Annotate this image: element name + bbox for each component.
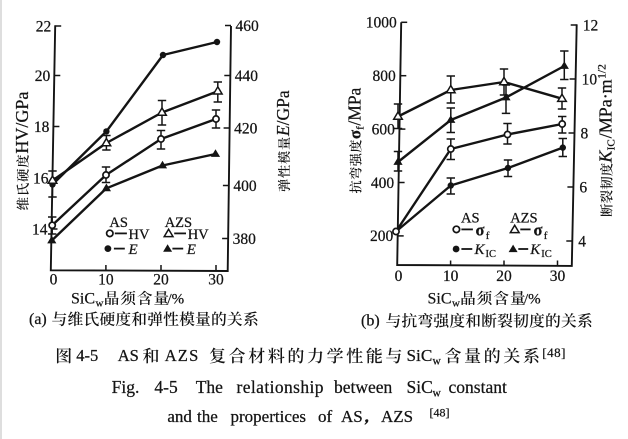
svg-text:IC: IC <box>486 249 497 260</box>
svg-text:w: w <box>96 298 104 310</box>
svg-text:0: 0 <box>395 268 403 285</box>
svg-text:f: f <box>486 230 490 242</box>
svg-text:AZS: AZS <box>165 346 200 365</box>
svg-text:constant: constant <box>449 377 507 397</box>
svg-text:16: 16 <box>33 170 49 187</box>
svg-text:18: 18 <box>34 119 50 136</box>
svg-text:E: E <box>128 242 138 258</box>
svg-text:K: K <box>474 242 486 258</box>
svg-text:σ: σ <box>476 221 485 240</box>
svg-text:4-5: 4-5 <box>154 377 178 397</box>
svg-text:10: 10 <box>582 71 598 88</box>
svg-text:460: 460 <box>236 18 260 35</box>
svg-text:6: 6 <box>579 179 587 196</box>
svg-text:AZS: AZS <box>165 215 192 231</box>
svg-text:HV: HV <box>188 227 209 243</box>
svg-text:/%: /% <box>168 292 185 308</box>
svg-text:(b): (b) <box>361 313 380 330</box>
svg-text:20: 20 <box>153 272 169 289</box>
svg-text:AZS: AZS <box>381 407 413 426</box>
svg-text:HV/GPa: HV/GPa <box>12 92 32 154</box>
svg-text:/GPa: /GPa <box>273 90 293 125</box>
svg-text:600: 600 <box>372 121 396 138</box>
svg-text:0: 0 <box>50 272 58 289</box>
svg-text:K: K <box>529 242 541 258</box>
svg-text:SiC: SiC <box>71 291 95 308</box>
svg-text:HV: HV <box>129 227 150 243</box>
svg-text:4: 4 <box>578 233 586 250</box>
svg-text:200: 200 <box>370 228 394 245</box>
svg-text:10: 10 <box>443 268 459 285</box>
svg-text:4-5: 4-5 <box>76 346 98 365</box>
svg-text:380: 380 <box>233 231 257 248</box>
svg-text:20: 20 <box>35 68 51 85</box>
svg-text:400: 400 <box>233 178 257 195</box>
svg-text:K: K <box>596 150 616 164</box>
svg-text:the: the <box>197 407 218 426</box>
svg-text:(a): (a) <box>29 311 47 328</box>
svg-text:20: 20 <box>496 268 512 285</box>
svg-text:σ: σ <box>346 129 365 139</box>
svg-text:22: 22 <box>36 18 52 35</box>
svg-text:/MPa·m: /MPa·m <box>596 79 616 138</box>
svg-text:AS: AS <box>118 346 139 365</box>
svg-text:AS: AS <box>109 215 128 231</box>
svg-text:30: 30 <box>550 268 566 285</box>
svg-text:E: E <box>273 125 293 137</box>
svg-text:12: 12 <box>583 17 599 34</box>
svg-text:1000: 1000 <box>366 15 397 32</box>
svg-text:σ: σ <box>534 221 543 240</box>
svg-text:10: 10 <box>98 272 114 289</box>
svg-text:AZS: AZS <box>510 211 537 227</box>
svg-text:w: w <box>433 356 442 368</box>
svg-text:Fig.: Fig. <box>112 377 140 397</box>
svg-text:between: between <box>334 377 393 397</box>
svg-text:/%: /% <box>524 292 541 308</box>
svg-text:[48]: [48] <box>542 345 566 360</box>
svg-text:propertices: propertices <box>231 407 307 426</box>
svg-text:relationship: relationship <box>237 377 324 397</box>
svg-text:800: 800 <box>373 68 397 85</box>
svg-text:14: 14 <box>32 221 48 238</box>
svg-text:440: 440 <box>235 68 258 85</box>
svg-text:E: E <box>186 242 196 258</box>
svg-text:SiC: SiC <box>407 377 433 397</box>
svg-text:and: and <box>167 407 192 426</box>
svg-text:SiC: SiC <box>428 291 452 308</box>
svg-text:IC: IC <box>541 249 552 260</box>
svg-text:f: f <box>355 126 367 130</box>
svg-text:1/2: 1/2 <box>597 64 609 79</box>
svg-text:AS: AS <box>341 407 363 426</box>
svg-text:/MPa: /MPa <box>345 87 365 125</box>
svg-text:f: f <box>544 230 548 242</box>
svg-text:of: of <box>318 407 333 426</box>
svg-text:SiC: SiC <box>407 346 433 365</box>
svg-text:w: w <box>452 298 460 310</box>
svg-text:The: The <box>196 377 223 397</box>
svg-text:w: w <box>433 388 442 400</box>
svg-text:8: 8 <box>581 125 589 142</box>
svg-text:400: 400 <box>371 175 395 192</box>
svg-text:[48]: [48] <box>430 406 450 420</box>
svg-text:AS: AS <box>461 211 480 227</box>
svg-text:IC: IC <box>606 139 618 150</box>
svg-text:30: 30 <box>208 272 224 289</box>
svg-text:420: 420 <box>234 120 258 137</box>
